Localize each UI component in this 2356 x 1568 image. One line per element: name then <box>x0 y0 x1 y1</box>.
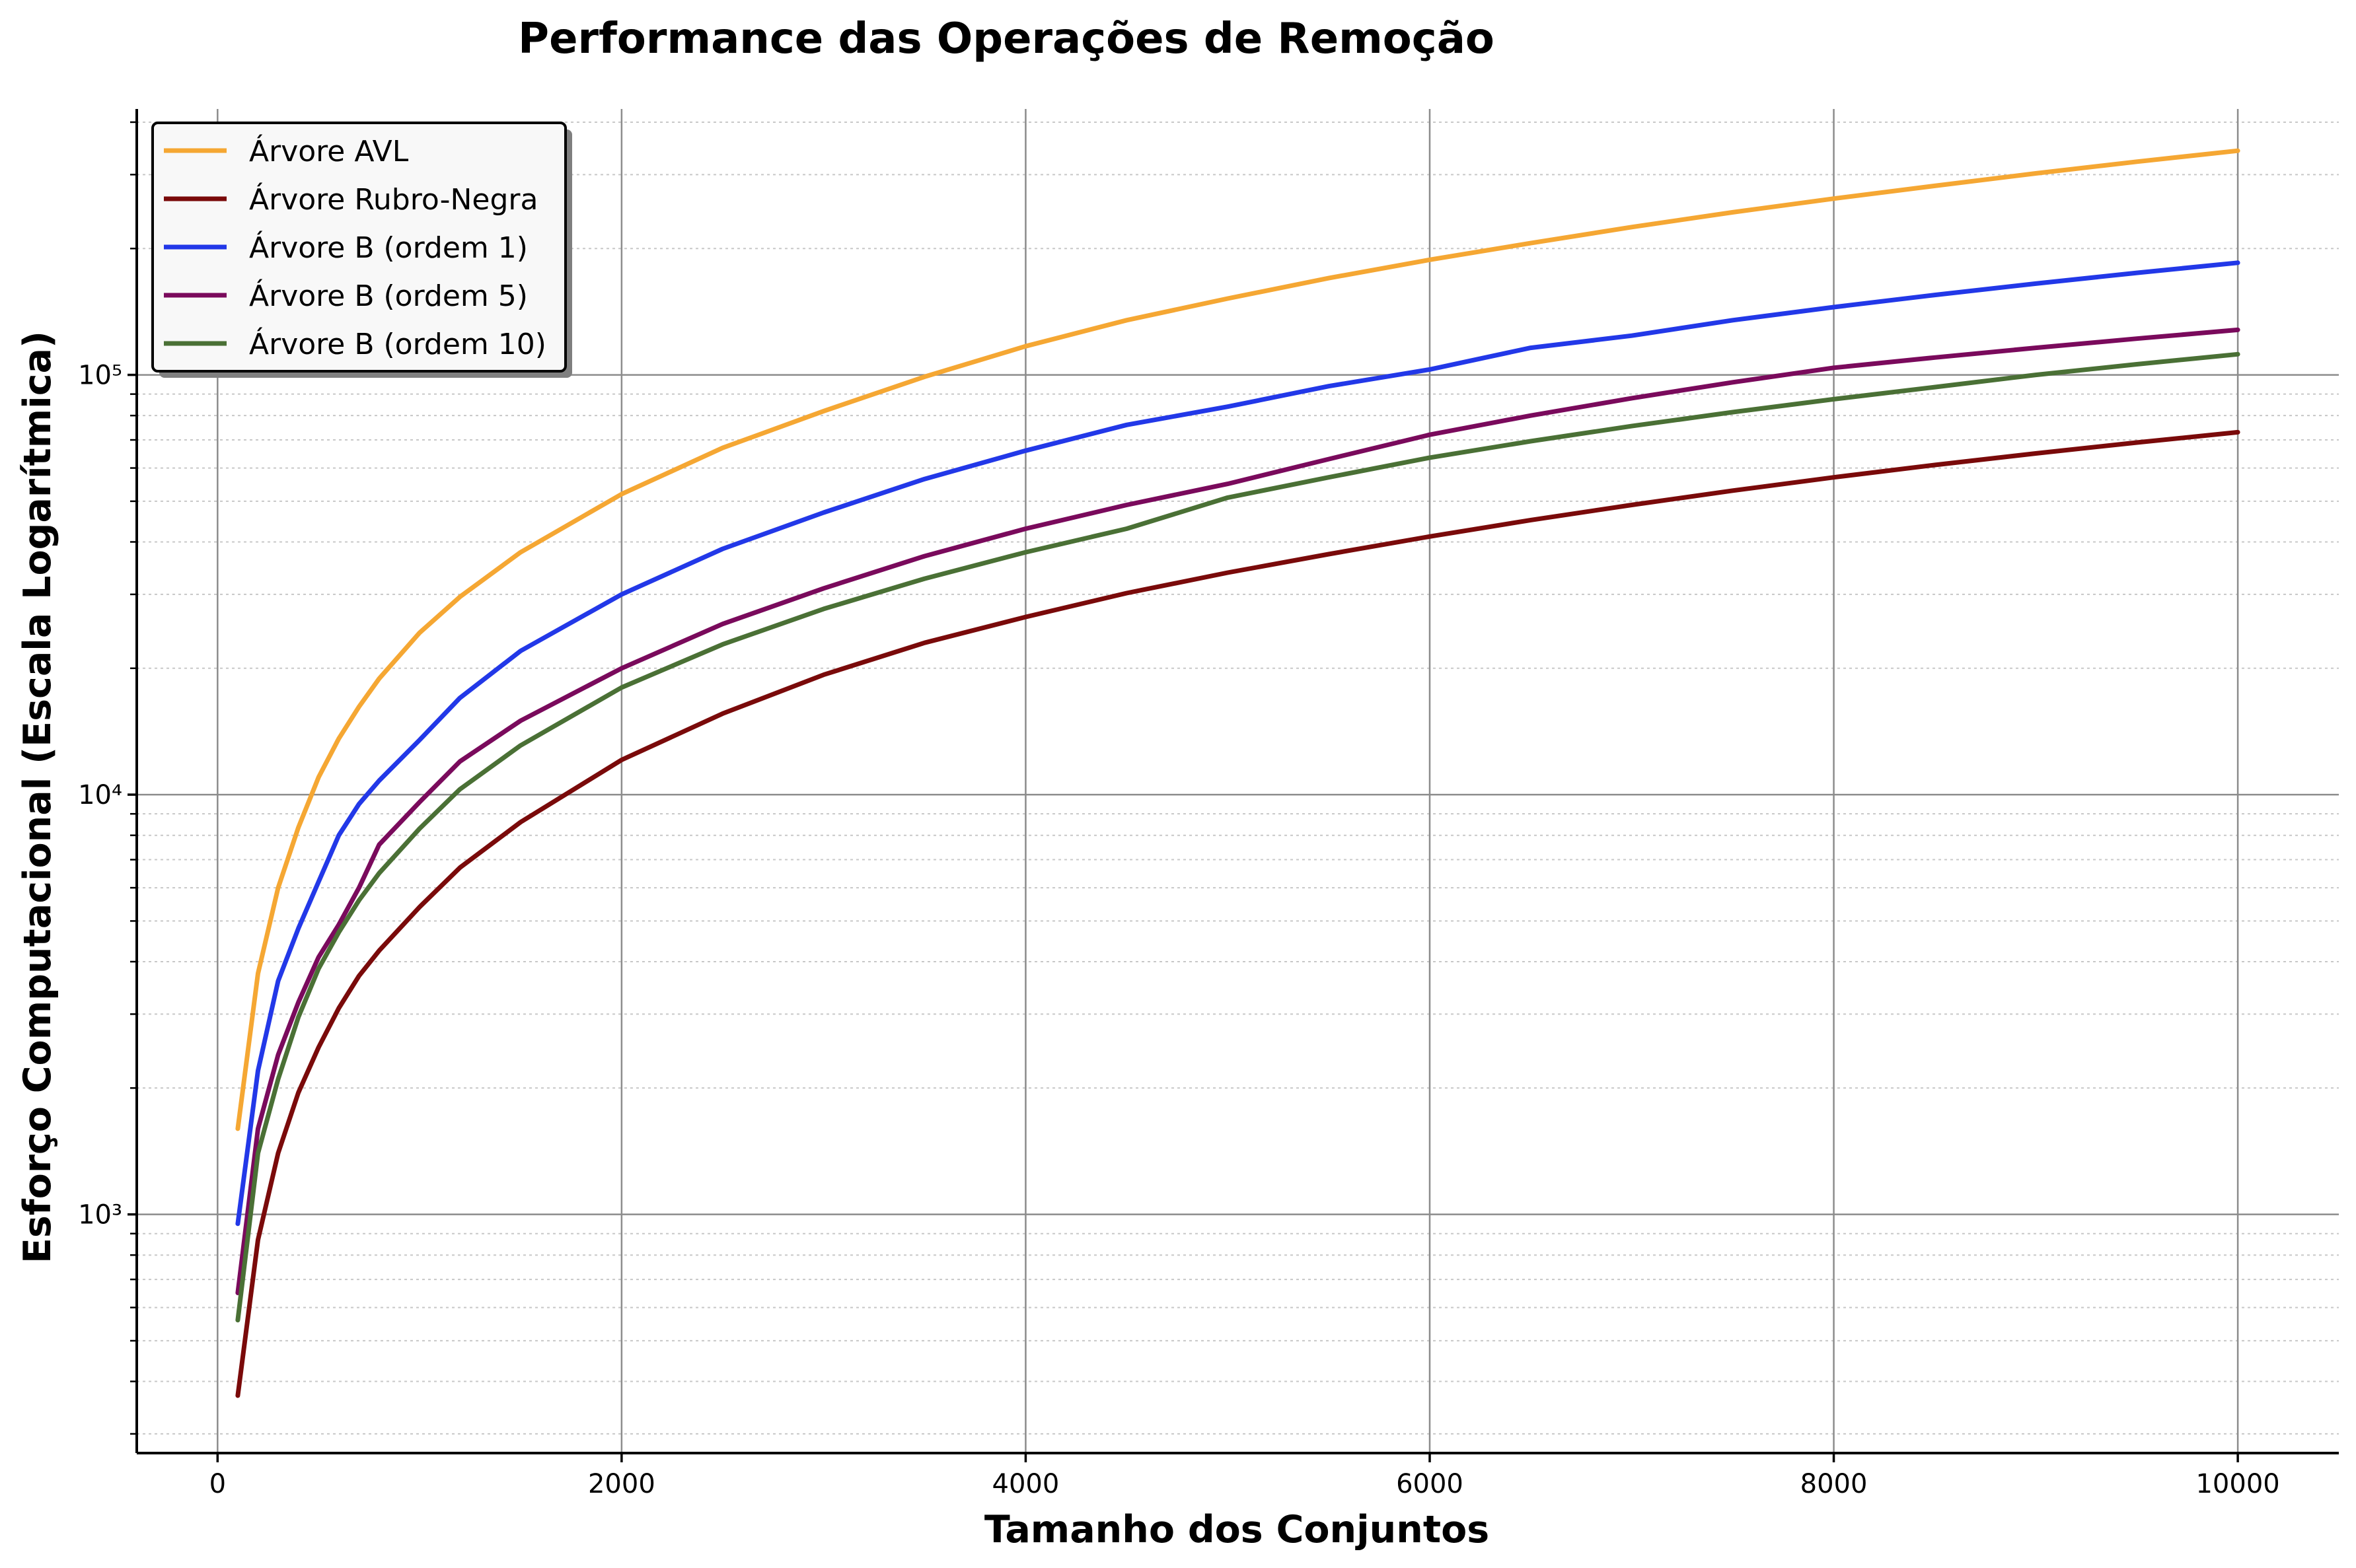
y-ticks: 10³ 10⁴ 10⁵ <box>78 361 137 1230</box>
minor-grid <box>130 121 2339 1435</box>
x-tick-label: 6000 <box>1396 1469 1463 1499</box>
legend: Árvore AVL Árvore Rubro-Negra Árvore B (or… <box>151 122 572 378</box>
x-axis-label: Tamanho dos Conjuntos <box>984 1508 1489 1551</box>
x-tick-label: 0 <box>209 1469 226 1499</box>
legend-label: Árvore B (ordem 1) <box>249 230 528 265</box>
y-tick-label: 10³ <box>78 1200 122 1230</box>
series-line-3 <box>235 260 2240 1227</box>
axes <box>135 109 2339 1454</box>
series-line-5 <box>235 351 2240 1323</box>
series-line-1 <box>235 148 2240 1131</box>
legend-items: Árvore AVL Árvore Rubro-Negra Árvore B (or… <box>164 133 546 361</box>
series-line-2 <box>235 429 2240 1398</box>
y-axis-label: Esforço Computacional (Escala Logarítmic… <box>16 331 59 1264</box>
legend-label: Árvore Rubro-Negra <box>249 182 538 217</box>
legend-label: Árvore B (ordem 10) <box>249 326 546 361</box>
x-tick-label: 10000 <box>2195 1469 2279 1499</box>
x-tick-label: 2000 <box>588 1469 655 1499</box>
y-tick-label: 10⁵ <box>78 361 122 391</box>
y-tick-label: 10⁴ <box>78 780 122 810</box>
x-tick-label: 8000 <box>1800 1469 1868 1499</box>
legend-box <box>151 122 567 373</box>
series-line-4 <box>235 327 2240 1295</box>
x-tick-label: 4000 <box>992 1469 1060 1499</box>
legend-label: Árvore B (ordem 5) <box>249 278 528 313</box>
legend-label: Árvore AVL <box>249 133 409 168</box>
series-lines <box>235 148 2240 1398</box>
x-ticks: 0 2000 4000 6000 8000 10000 <box>209 1453 2280 1499</box>
chart-title: Performance das Operações de Remoção <box>518 15 1494 63</box>
